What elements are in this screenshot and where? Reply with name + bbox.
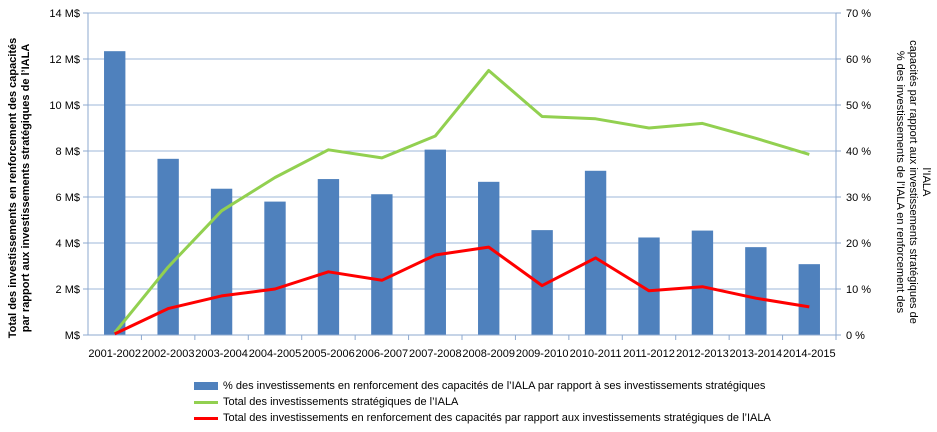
legend-swatch-green-line bbox=[194, 400, 218, 404]
left-tick-label: 12 M$ bbox=[49, 54, 80, 66]
x-tick-label: 2014-2015 bbox=[783, 348, 836, 360]
x-tick-label: 2010-2011 bbox=[570, 348, 622, 360]
right-tick-label: 50 % bbox=[846, 100, 871, 112]
right-axis-title-line3: l’IALA bbox=[920, 168, 932, 197]
x-tick-label: 2009-2010 bbox=[516, 348, 569, 360]
legend-label-red-line: Total des investissements en renforcemen… bbox=[223, 412, 771, 424]
left-tick-label: M$ bbox=[65, 330, 80, 342]
gridlines bbox=[88, 12, 836, 290]
legend-label-bars: % des investissements en renforcement de… bbox=[223, 380, 766, 392]
right-tick-label: 70 % bbox=[846, 8, 871, 20]
right-tick-label: 0 % bbox=[846, 330, 865, 342]
legend: % des investissements en renforcement de… bbox=[194, 378, 771, 426]
x-tick-label: 2006-2007 bbox=[356, 348, 409, 360]
left-tick-label: 2 M$ bbox=[56, 284, 80, 296]
left-axis-title-line2: par rapport aux investissements stratégi… bbox=[20, 44, 32, 333]
left-axis-title-line1: Total des investissements en renforcemen… bbox=[7, 38, 19, 339]
x-tick-label: 2005-2006 bbox=[302, 348, 355, 360]
bar bbox=[264, 201, 286, 335]
x-tick-label: 2011-2012 bbox=[623, 348, 675, 360]
bar bbox=[157, 158, 179, 335]
legend-swatch-red-line bbox=[194, 416, 218, 420]
x-tick-label: 2004-2005 bbox=[249, 348, 302, 360]
right-tick-label: 30 % bbox=[846, 192, 871, 204]
bar bbox=[371, 194, 393, 335]
green-line-series bbox=[113, 69, 810, 334]
x-tick-label: 2008-2009 bbox=[462, 348, 515, 360]
left-tick-label: 14 M$ bbox=[49, 8, 80, 20]
axes bbox=[83, 12, 841, 340]
left-tick-label: 10 M$ bbox=[49, 100, 80, 112]
legend-swatch-bars bbox=[194, 382, 218, 390]
bar bbox=[638, 237, 660, 335]
right-axis-title-line2: capacités par rapport aux investissement… bbox=[907, 40, 919, 324]
left-tick-label: 4 M$ bbox=[56, 238, 80, 250]
line-series bbox=[113, 69, 810, 336]
x-tick-label: 2007-2008 bbox=[409, 348, 462, 360]
x-tick-label: 2001-2002 bbox=[88, 348, 141, 360]
right-axis-title-line1: % des investissements de l’IALA en renfo… bbox=[894, 51, 906, 314]
bar bbox=[798, 264, 820, 335]
x-tick-label: 2002-2003 bbox=[142, 348, 195, 360]
x-tick-label: 2013-2014 bbox=[730, 348, 783, 360]
left-tick-label: 6 M$ bbox=[56, 192, 80, 204]
x-tick-label: 2012-2013 bbox=[676, 348, 729, 360]
right-tick-label: 40 % bbox=[846, 146, 871, 158]
bar bbox=[104, 51, 126, 336]
bar bbox=[531, 230, 553, 335]
tick-labels: M$ 2 M$ 4 M$ 6 M$ 8 M$ 10 M$ 12 M$ 14 M$ 0 % 10 %… bbox=[49, 8, 871, 360]
legend-item-green-line: Total des investissements stratégiques d… bbox=[194, 394, 771, 410]
bar bbox=[424, 149, 446, 335]
legend-item-bars: % des investissements en renforcement de… bbox=[194, 378, 771, 394]
right-tick-label: 20 % bbox=[846, 238, 871, 250]
bar bbox=[745, 247, 767, 335]
right-tick-label: 10 % bbox=[846, 284, 871, 296]
x-tick-label: 2003-2004 bbox=[195, 348, 248, 360]
legend-item-red-line: Total des investissements en renforcemen… bbox=[194, 410, 771, 426]
red-line-series bbox=[114, 245, 810, 336]
right-tick-label: 60 % bbox=[846, 54, 871, 66]
bar bbox=[691, 230, 714, 335]
bar bbox=[584, 170, 607, 335]
bar bbox=[478, 181, 500, 335]
bar bbox=[317, 179, 340, 335]
legend-label-green-line: Total des investissements stratégiques d… bbox=[223, 396, 459, 408]
left-tick-label: 8 M$ bbox=[56, 146, 80, 158]
bar-series bbox=[104, 51, 820, 336]
